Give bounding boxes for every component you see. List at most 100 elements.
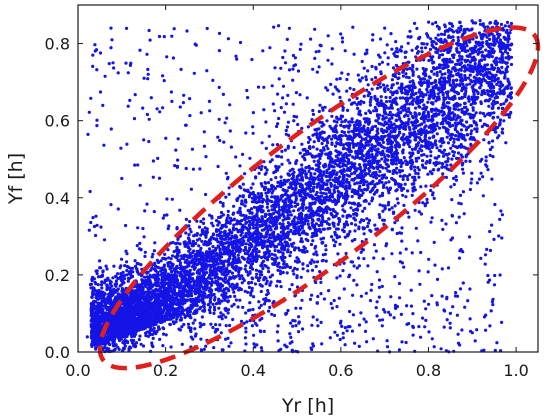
scatter-point	[234, 227, 239, 231]
scatter-point	[274, 222, 278, 227]
scatter-point	[163, 252, 167, 256]
scatter-point	[434, 83, 438, 87]
scatter-point	[464, 86, 468, 90]
scatter-point	[197, 268, 201, 272]
scatter-point	[344, 164, 348, 168]
scatter-point	[352, 123, 357, 127]
scatter-point	[370, 64, 374, 69]
scatter-point	[383, 155, 387, 159]
scatter-point	[279, 246, 284, 250]
scatter-point	[389, 90, 393, 94]
scatter-point	[414, 171, 418, 175]
scatter-point	[498, 38, 502, 42]
scatter-point	[408, 155, 412, 159]
scatter-point	[439, 144, 443, 148]
scatter-point	[245, 270, 249, 274]
scatter-point	[274, 205, 278, 209]
scatter-point	[322, 227, 326, 231]
scatter-point	[279, 179, 283, 183]
scatter-point	[334, 159, 338, 163]
scatter-point	[129, 338, 133, 342]
scatter-point	[231, 226, 235, 230]
scatter-point	[302, 203, 306, 207]
scatter-point	[420, 50, 424, 54]
scatter-point	[379, 99, 383, 103]
scatter-point	[217, 306, 221, 310]
scatter-point	[358, 121, 362, 125]
scatter-point	[481, 41, 485, 45]
scatter-point	[506, 43, 510, 47]
scatter-point	[367, 160, 371, 164]
scatter-point	[233, 294, 237, 298]
scatter-point	[262, 223, 266, 227]
scatter-point	[266, 229, 270, 234]
scatter-point	[458, 115, 462, 119]
scatter-point	[257, 171, 261, 175]
scatter-point	[277, 216, 281, 220]
scatter-point	[251, 190, 255, 195]
scatter-point	[494, 100, 498, 104]
scatter-point	[390, 206, 394, 210]
scatter-point	[358, 102, 362, 106]
scatter-point	[259, 270, 263, 274]
scatter-point	[320, 130, 325, 134]
scatter-point	[139, 342, 143, 346]
scatter-point	[451, 35, 455, 39]
scatter-point	[433, 114, 437, 118]
scatter-point	[353, 162, 357, 166]
scatter-point	[260, 215, 264, 219]
scatter-point	[406, 142, 410, 146]
scatter-point	[429, 150, 433, 154]
scatter-point	[372, 166, 376, 170]
scatter-point	[495, 60, 499, 64]
scatter-point	[364, 75, 368, 79]
scatter-point	[357, 187, 361, 191]
scatter-point	[413, 138, 417, 142]
scatter-point	[258, 219, 262, 223]
scatter-point	[326, 141, 330, 145]
scatter-point	[437, 66, 442, 70]
scatter-point	[285, 240, 289, 245]
scatter-point	[388, 99, 392, 103]
scatter-point	[435, 108, 439, 112]
scatter-point	[340, 120, 344, 124]
scatter-point	[444, 175, 448, 179]
scatter-point	[338, 242, 342, 246]
scatter-point	[397, 72, 401, 76]
scatter-point	[452, 154, 456, 158]
scatter-point	[310, 118, 314, 122]
scatter-point	[396, 158, 400, 162]
scatter-point	[376, 101, 380, 105]
scatter-point	[402, 156, 406, 160]
scatter-point	[379, 95, 383, 99]
scatter-point	[359, 99, 363, 103]
scatter-point	[434, 20, 438, 25]
scatter-point	[486, 25, 490, 29]
scatter-point	[401, 135, 405, 139]
scatter-point	[434, 36, 438, 40]
scatter-point	[421, 66, 425, 71]
scatter-point	[315, 210, 319, 214]
scatter-point	[472, 136, 476, 140]
scatter-point	[430, 58, 434, 62]
scatter-point	[279, 213, 283, 217]
scatter-point	[509, 86, 513, 90]
scatter-point	[325, 182, 329, 187]
scatter-point	[468, 82, 472, 86]
scatter-point	[266, 202, 270, 206]
scatter-point	[355, 213, 359, 217]
scatter-point	[138, 334, 142, 338]
scatter-point	[331, 207, 335, 212]
scatter-point	[450, 157, 454, 161]
scatter-point	[236, 253, 240, 257]
scatter-point	[380, 180, 384, 184]
scatter-point	[219, 226, 223, 230]
scatter-point	[283, 217, 287, 221]
scatter-point	[303, 169, 307, 173]
scatter-point	[325, 171, 329, 175]
scatter-point	[300, 163, 304, 167]
scatter-point	[212, 292, 216, 297]
scatter-point	[482, 77, 486, 81]
scatter-point	[420, 163, 425, 167]
scatter-point	[251, 259, 255, 263]
